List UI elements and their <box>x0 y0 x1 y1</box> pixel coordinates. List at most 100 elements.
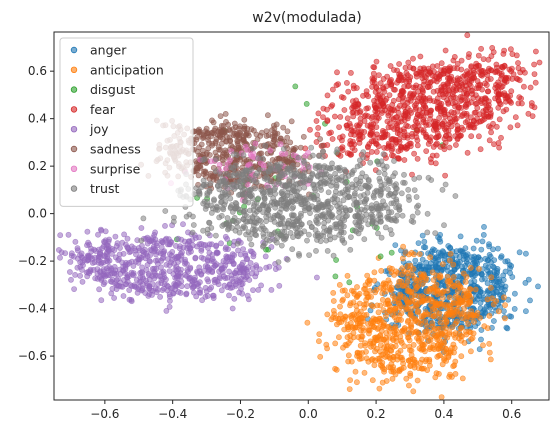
data-point <box>448 123 455 130</box>
data-point <box>458 324 465 331</box>
data-point <box>62 250 69 257</box>
data-point <box>419 232 426 239</box>
data-point <box>281 236 288 243</box>
data-point <box>361 312 368 319</box>
data-point <box>396 61 402 67</box>
data-point <box>350 85 357 92</box>
data-point <box>443 357 450 364</box>
data-point <box>146 272 152 279</box>
data-point <box>416 277 423 284</box>
data-point <box>332 170 338 177</box>
data-point <box>84 228 91 235</box>
data-point <box>407 90 414 97</box>
data-point <box>476 265 482 272</box>
data-point <box>175 258 181 265</box>
data-point <box>434 336 441 343</box>
data-point <box>278 242 285 249</box>
data-point <box>348 287 355 294</box>
data-point <box>448 280 454 287</box>
data-point <box>357 308 364 315</box>
data-point <box>261 195 268 202</box>
data-point <box>196 241 203 248</box>
data-point <box>354 284 360 290</box>
data-point <box>483 82 490 88</box>
data-point <box>248 241 255 248</box>
data-point <box>315 220 321 227</box>
data-point <box>344 115 351 122</box>
data-point <box>169 248 176 255</box>
data-point <box>199 147 206 154</box>
data-point <box>100 281 107 288</box>
data-point <box>166 241 173 248</box>
data-point <box>120 293 127 299</box>
data-point <box>385 297 391 304</box>
data-point <box>425 295 432 302</box>
data-point <box>340 223 347 230</box>
data-point <box>461 339 468 346</box>
data-point <box>372 348 378 355</box>
data-point <box>329 86 336 93</box>
data-point <box>375 169 382 176</box>
data-point <box>337 303 343 310</box>
data-point <box>125 245 131 251</box>
data-point <box>469 335 476 341</box>
data-point <box>410 341 417 348</box>
data-point <box>202 205 209 212</box>
data-point <box>230 261 237 268</box>
data-point <box>446 135 453 142</box>
data-point <box>377 342 384 349</box>
data-point <box>401 157 408 163</box>
data-point <box>478 336 484 343</box>
data-point <box>175 273 182 280</box>
data-point <box>369 113 376 120</box>
data-point <box>442 172 448 179</box>
data-point <box>460 310 467 317</box>
data-point <box>252 185 258 192</box>
data-point <box>250 145 256 152</box>
data-point <box>328 103 335 110</box>
data-point <box>103 250 110 257</box>
data-point <box>388 269 395 275</box>
data-point <box>324 198 331 205</box>
data-point <box>403 375 410 382</box>
data-point <box>158 277 165 284</box>
data-point <box>349 138 356 145</box>
data-point <box>400 93 407 100</box>
data-point <box>268 244 275 250</box>
data-point <box>336 134 343 141</box>
data-point <box>303 101 310 107</box>
legend-marker <box>70 165 78 172</box>
data-point <box>343 80 350 86</box>
data-point <box>234 240 241 247</box>
data-point <box>417 359 424 366</box>
data-point <box>435 264 442 271</box>
data-point <box>212 149 219 156</box>
data-point <box>444 80 451 87</box>
data-point <box>392 343 399 349</box>
data-point <box>211 196 217 203</box>
data-point <box>512 114 519 121</box>
data-point <box>473 258 479 265</box>
data-point <box>448 344 455 351</box>
data-point <box>416 293 422 300</box>
data-point <box>355 101 362 108</box>
data-point <box>128 298 135 305</box>
data-point <box>255 195 262 202</box>
data-point <box>419 256 426 263</box>
data-point <box>460 250 466 256</box>
data-point <box>477 81 483 88</box>
data-point <box>455 311 462 318</box>
data-point <box>369 124 376 130</box>
data-point <box>412 257 419 264</box>
data-point <box>204 198 211 205</box>
data-point <box>208 241 215 248</box>
data-point <box>400 88 407 95</box>
data-point <box>445 91 451 98</box>
data-point <box>414 142 421 149</box>
data-point <box>184 266 191 273</box>
legend-label: disgust <box>90 82 135 97</box>
data-point <box>314 131 321 138</box>
data-point <box>246 235 253 242</box>
data-point <box>488 274 495 281</box>
data-point <box>495 245 501 252</box>
